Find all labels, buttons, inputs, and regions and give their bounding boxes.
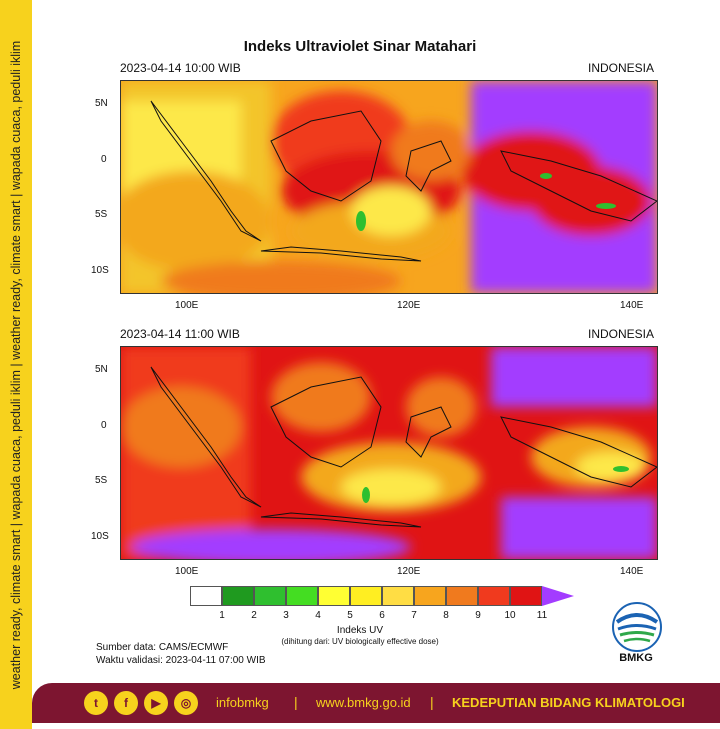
legend-swatch	[350, 586, 382, 606]
legend-swatch	[190, 586, 222, 606]
youtube-icon[interactable]: ▶	[144, 691, 168, 715]
legend-label: 9	[475, 610, 481, 621]
facebook-icon[interactable]: f	[114, 691, 138, 715]
legend-swatch	[318, 586, 350, 606]
bmkg-logo-text: BMKG	[619, 652, 653, 664]
legend-swatch	[510, 586, 542, 606]
twitter-icon[interactable]: t	[84, 691, 108, 715]
source-text: Sumber data: CAMS/ECMWF	[96, 642, 229, 653]
footer-handle[interactable]: infobmkg	[216, 695, 269, 710]
legend-label: 6	[379, 610, 385, 621]
panel2-region: INDONESIA	[588, 327, 655, 341]
legend-swatch	[446, 586, 478, 606]
legend-label: 11	[536, 610, 548, 621]
legend-label: 10	[504, 610, 516, 621]
footer-separator: |	[294, 694, 298, 710]
instagram-icon[interactable]: ◎	[174, 691, 198, 715]
uv-map-panel-2	[120, 346, 658, 560]
side-banner: weather ready, climate smart | wapada cu…	[0, 0, 32, 729]
legend-title: Indeks UV	[336, 625, 384, 636]
panel1-region: INDONESIA	[588, 61, 655, 75]
panel2-lon-120e: 120E	[397, 566, 421, 577]
legend-label: 4	[315, 610, 321, 621]
footer-bar: t f ▶ ◎ infobmkg | www.bmkg.go.id | KEDE…	[32, 683, 720, 723]
panel1-lat-5s: 5S	[95, 209, 108, 220]
panel1-lon-100e: 100E	[175, 300, 199, 311]
panel1-lon-120e: 120E	[397, 300, 421, 311]
panel1-lat-5n: 5N	[95, 98, 108, 109]
panel1-lat-0: 0	[101, 154, 107, 165]
legend-swatch	[286, 586, 318, 606]
legend-arrow	[542, 586, 574, 606]
validation-time: Waktu validasi: 2023-04-11 07:00 WIB	[96, 655, 266, 666]
panel2-datetime: 2023-04-14 11:00 WIB	[120, 327, 240, 341]
uv-map-panel-1	[120, 80, 658, 294]
panel2-lat-0: 0	[101, 420, 107, 431]
side-tagline: weather ready, climate smart | wapada cu…	[9, 40, 23, 690]
legend-label: 3	[283, 610, 289, 621]
legend-label: 5	[347, 610, 353, 621]
legend-swatch	[414, 586, 446, 606]
legend-swatch	[222, 586, 254, 606]
legend-label: 8	[443, 610, 449, 621]
panel2-lon-100e: 100E	[175, 566, 199, 577]
panel2-lon-140e: 140E	[620, 566, 644, 577]
legend-swatch	[478, 586, 510, 606]
legend-label: 7	[411, 610, 417, 621]
footer-separator: |	[430, 694, 434, 710]
legend-swatch	[254, 586, 286, 606]
legend-subtitle: (dihitung dari: UV biologically effectiv…	[281, 637, 439, 646]
legend-label: 1	[219, 610, 225, 621]
bmkg-logo	[612, 602, 662, 652]
map-title: Indeks Ultraviolet Sinar Matahari	[243, 38, 477, 55]
panel2-lat-5n: 5N	[95, 364, 108, 375]
panel1-lon-140e: 140E	[620, 300, 644, 311]
panel1-datetime: 2023-04-14 10:00 WIB	[120, 61, 241, 75]
footer-org: KEDEPUTIAN BIDANG KLIMATOLOGI	[452, 695, 685, 710]
panel1-lat-10s: 10S	[91, 265, 109, 276]
legend-swatch	[382, 586, 414, 606]
footer-website[interactable]: www.bmkg.go.id	[316, 695, 411, 710]
panel2-lat-10s: 10S	[91, 531, 109, 542]
legend-label: 2	[251, 610, 257, 621]
panel2-lat-5s: 5S	[95, 475, 108, 486]
